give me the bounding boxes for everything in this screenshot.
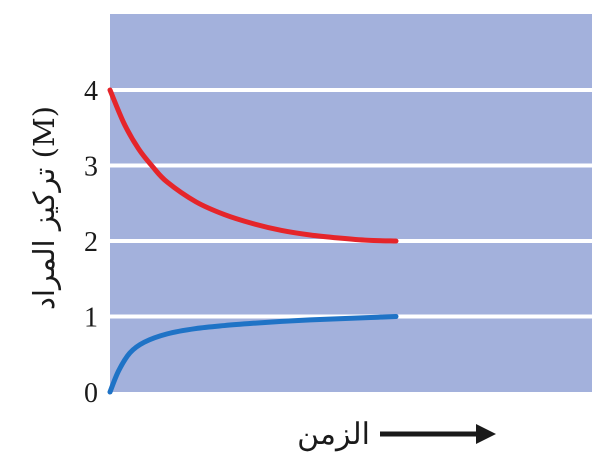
x-axis-label: الزمن — [297, 417, 370, 452]
y-tick-label: 4 — [84, 76, 98, 107]
plot-area — [110, 14, 592, 392]
arrow-right-icon — [380, 424, 496, 444]
y-tick-labels: 0 1 2 3 4 — [84, 76, 98, 409]
series-line-product — [107, 314, 399, 395]
y-axis-label: تركيز المراد (M) — [27, 106, 62, 310]
series-line-reactant — [107, 87, 399, 244]
data-series — [107, 87, 399, 395]
y-tick-label: 2 — [84, 227, 98, 258]
y-tick-label: 3 — [84, 152, 98, 183]
x-axis-label-group: الزمن — [297, 417, 496, 452]
y-tick-label: 1 — [84, 303, 98, 334]
y-tick-label: 0 — [84, 378, 98, 409]
